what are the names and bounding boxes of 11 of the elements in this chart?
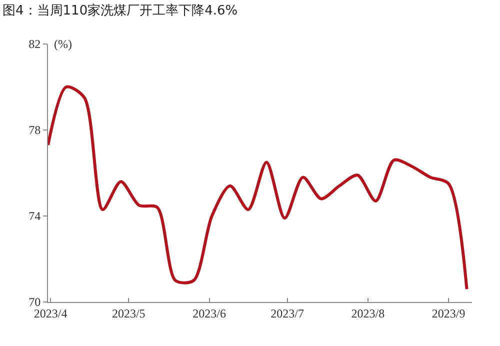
line-series — [48, 85, 468, 291]
x-tick-label: 2023/6 — [192, 306, 226, 320]
y-tick-label: 82 — [28, 37, 41, 52]
y-tick-label: 74 — [28, 209, 41, 224]
x-tick-label: 2023/8 — [351, 306, 385, 320]
y-axis-title: (%) — [54, 37, 72, 51]
chart-title: 图4：当周110家洗煤厂开工率下降4.6% — [2, 2, 238, 18]
x-tick-label: 2023/7 — [270, 306, 304, 320]
x-tick-label: 2023/5 — [112, 306, 146, 320]
y-tick-label: 78 — [28, 123, 41, 138]
x-tick-label: 2023/9 — [432, 306, 466, 320]
